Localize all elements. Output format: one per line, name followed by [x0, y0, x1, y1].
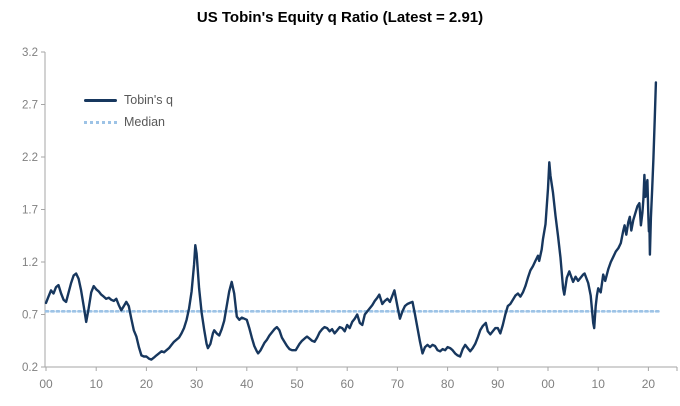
x-axis-tick-label: 90 [491, 377, 505, 391]
chart-title: US Tobin's Equity q Ratio (Latest = 2.91… [196, 9, 484, 26]
x-axis-tick-label: 40 [240, 377, 254, 391]
y-axis-tick-label: 0.7 [22, 310, 38, 322]
x-axis-tick-label: 70 [391, 377, 405, 391]
x-axis-tick-label: 00 [541, 377, 555, 391]
x-axis-tick-label: 10 [90, 377, 104, 391]
legend-label-tobins-q: Tobin's q [124, 93, 173, 107]
median-line-swatch [84, 120, 117, 124]
x-axis-tick-label: 30 [190, 377, 204, 391]
tobins-q-line [44, 81, 658, 361]
x-axis-tick-label: 80 [441, 377, 455, 391]
legend-label-median: Median [124, 115, 165, 129]
y-axis-tick-label: 3.2 [22, 47, 38, 59]
y-axis-tick-label: 2.2 [22, 152, 38, 164]
x-axis-tick-label: 10 [592, 377, 606, 391]
x-axis-tick-label: 20 [140, 377, 154, 391]
legend-row-tobins-q: Tobin's q [84, 89, 173, 111]
y-axis-tick-label: 2.7 [22, 100, 38, 112]
y-axis-tick-label: 0.2 [22, 362, 38, 374]
y-axis-tick-label: 1.7 [22, 205, 38, 217]
x-axis-tick-label: 50 [290, 377, 304, 391]
legend-row-median: Median [84, 111, 173, 133]
x-axis-tick-label: 60 [341, 377, 355, 391]
tobins-q-line-swatch [84, 98, 117, 102]
x-axis-tick-label: 00 [39, 377, 53, 391]
x-axis-tick-label: 20 [642, 377, 656, 391]
y-axis-tick-label: 1.2 [22, 257, 38, 269]
chart-legend: Tobin's q Median [84, 89, 173, 133]
